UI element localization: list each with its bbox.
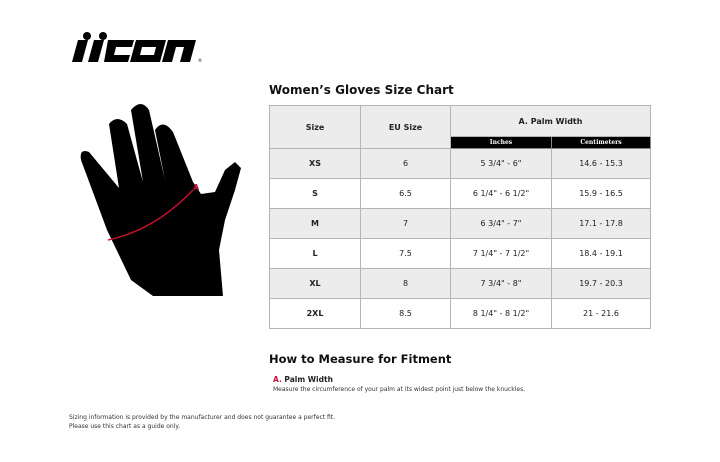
cell-inches: 6 1/4" - 6 1/2" xyxy=(450,178,552,209)
cell-inches: 7 3/4" - 8" xyxy=(450,268,552,299)
howto-title: How to Measure for Fitment xyxy=(269,352,452,366)
header-size: Size xyxy=(269,105,361,149)
cell-cm: 19.7 - 20.3 xyxy=(551,268,651,299)
cell-cm: 14.6 - 15.3 xyxy=(551,148,651,179)
table-row: XL 8 7 3/4" - 8" 19.7 - 20.3 xyxy=(269,268,651,299)
table-row: XS 6 5 3/4" - 6" 14.6 - 15.3 xyxy=(269,148,651,179)
table-row: S 6.5 6 1/4" - 6 1/2" 15.9 - 16.5 xyxy=(269,178,651,209)
header-inches: Inches xyxy=(450,136,552,149)
cell-cm: 18.4 - 19.1 xyxy=(551,238,651,269)
header-centimeters: Centimeters xyxy=(551,136,651,149)
cell-size: M xyxy=(269,208,361,239)
cell-inches: 6 3/4" - 7" xyxy=(450,208,552,239)
glove-silhouette xyxy=(80,104,242,296)
page-title: Women’s Gloves Size Chart xyxy=(269,83,454,97)
size-chart-table: Size EU Size A. Palm Width Inches Centim… xyxy=(269,105,651,329)
glove-marker-a: A xyxy=(193,183,200,192)
palm-width-text: Palm Width xyxy=(284,375,333,384)
cell-cm: 17.1 - 17.8 xyxy=(551,208,651,239)
glove-illustration: A xyxy=(80,104,242,296)
cell-eu: 8.5 xyxy=(360,298,451,329)
cell-eu: 7 xyxy=(360,208,451,239)
palm-width-description: Measure the circumference of your palm a… xyxy=(273,386,526,393)
cell-eu: 8 xyxy=(360,268,451,299)
cell-eu: 7.5 xyxy=(360,238,451,269)
svg-text:®: ® xyxy=(198,58,202,63)
cell-size: XS xyxy=(269,148,361,179)
cell-inches: 7 1/4" - 7 1/2" xyxy=(450,238,552,269)
cell-size: XL xyxy=(269,268,361,299)
cell-eu: 6.5 xyxy=(360,178,451,209)
cell-inches: 8 1/4" - 8 1/2" xyxy=(450,298,552,329)
cell-size: L xyxy=(269,238,361,269)
table-row: 2XL 8.5 8 1/4" - 8 1/2" 21 - 21.6 xyxy=(269,298,651,329)
cell-size: 2XL xyxy=(269,298,361,329)
cell-size: S xyxy=(269,178,361,209)
disclaimer-line-1: Sizing information is provided by the ma… xyxy=(69,414,336,421)
disclaimer: Sizing information is provided by the ma… xyxy=(69,413,335,431)
table-row: L 7.5 7 1/4" - 7 1/2" 18.4 - 19.1 xyxy=(269,238,651,269)
header-eu-size: EU Size xyxy=(360,105,451,149)
cell-cm: 15.9 - 16.5 xyxy=(551,178,651,209)
palm-width-marker: A. xyxy=(273,375,282,384)
disclaimer-line-2: Please use this chart as a guide only. xyxy=(69,423,180,430)
cell-eu: 6 xyxy=(360,148,451,179)
header-palm-width: A. Palm Width xyxy=(450,105,651,137)
palm-width-label: A. Palm Width xyxy=(273,375,333,384)
icon-logo: ® xyxy=(72,32,202,63)
cell-cm: 21 - 21.6 xyxy=(551,298,651,329)
cell-inches: 5 3/4" - 6" xyxy=(450,148,552,179)
palm-measure-line xyxy=(107,189,194,241)
